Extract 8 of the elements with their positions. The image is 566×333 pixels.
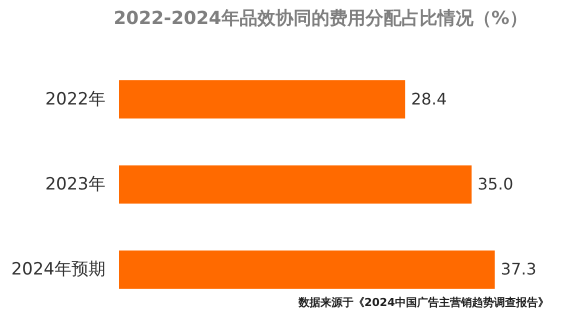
annotation: 数据来源于《2024中国广告主营销趋势调查报告》 — [297, 296, 549, 309]
y-tick-label: 2024年预期 — [11, 260, 106, 280]
data-label: 28.4 — [411, 89, 447, 108]
y-tick-label: 2022年 — [45, 89, 106, 110]
data-label: 35.0 — [478, 174, 514, 194]
chart-title: 2022-2024年品效协同的费用分配占比情况（%） — [114, 8, 528, 29]
y-tick-label: 2023年 — [45, 174, 106, 194]
data-label: 37.3 — [500, 260, 536, 279]
